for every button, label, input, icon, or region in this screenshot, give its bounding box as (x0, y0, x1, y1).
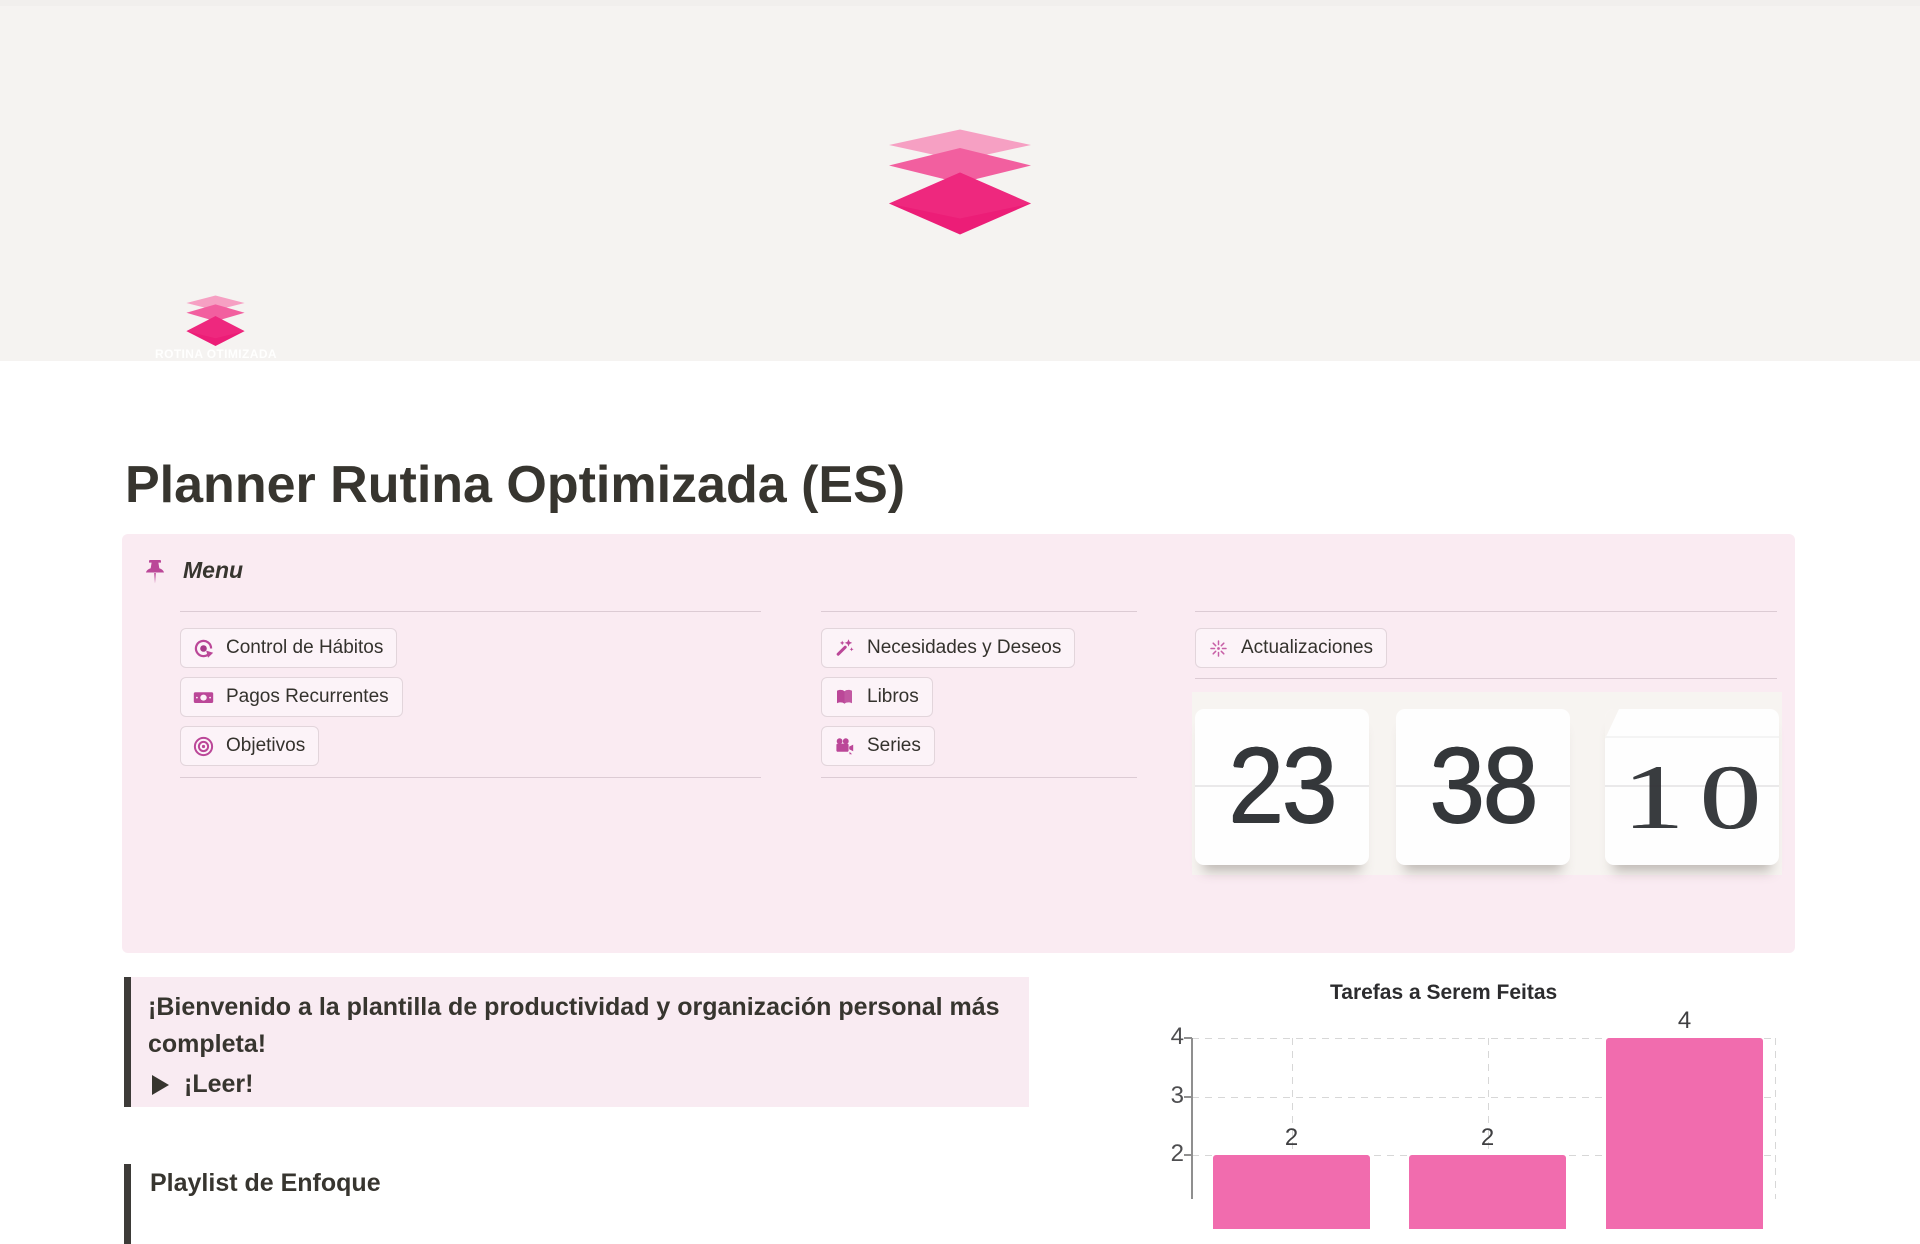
y-label-4: 4 (1170, 1023, 1184, 1050)
y-axis-line (1191, 1038, 1193, 1199)
y-label-3: 3 (1170, 1082, 1184, 1109)
clock-hours: 23 (1228, 723, 1338, 845)
bar-2-label: 2 (1480, 1124, 1495, 1152)
button-label: Necesidades y Deseos (867, 637, 1062, 658)
menu-column-2: Necesidades y Deseos Libros Series (821, 534, 1137, 953)
button-series[interactable]: Series (821, 726, 935, 766)
page-icon[interactable]: ROTINA OTIMIZADA (153, 250, 279, 376)
bar-3-label: 4 (1677, 1007, 1692, 1034)
sparkle-burst-icon (1210, 639, 1227, 657)
icon-caption: ROTINA OTIMIZADA (155, 347, 277, 361)
chart-title: Tarefas a Serem Feitas (1330, 981, 1558, 1004)
movie-camera-icon (836, 737, 854, 754)
button-label: Series (867, 735, 921, 756)
menu-callout: Menu Control de Hábitos Pagos Recurrente… (122, 534, 1795, 953)
y-tick-4 (1184, 1037, 1192, 1039)
button-actualizaciones[interactable]: Actualizaciones (1195, 628, 1388, 668)
welcome-quote: ¡Bienvenido a la plantilla de productivi… (124, 977, 1029, 1107)
button-libros[interactable]: Libros (821, 677, 933, 717)
gridline-y4 (1192, 1038, 1775, 1039)
gridline-y3 (1192, 1097, 1775, 1098)
menu-column-3: Actualizaciones 23 38 10 (1192, 534, 1782, 953)
welcome-text: ¡Bienvenido a la plantilla de productivi… (148, 993, 1000, 1058)
button-control-de-habitos[interactable]: Control de Hábitos (180, 628, 398, 668)
gridline-x2 (1488, 1038, 1489, 1199)
button-pagos-recurrentes[interactable]: Pagos Recurrentes (180, 677, 403, 717)
toggle-arrow-icon (152, 1074, 169, 1095)
button-label: Objetivos (226, 735, 306, 756)
flip-flap-edge (1605, 736, 1779, 738)
button-label: Pagos Recurrentes (226, 686, 389, 707)
menu-header: Menu (183, 557, 244, 583)
flip-split-line (1605, 785, 1779, 787)
clock-minutes: 38 (1429, 723, 1539, 845)
playlist-heading: Playlist de Enfoque (150, 1169, 381, 1197)
menu-column-1: Control de Hábitos Pagos Recurrentes Obj… (180, 534, 761, 953)
button-label: Actualizaciones (1241, 637, 1374, 658)
icon-tagline (171, 365, 261, 370)
button-label: Control de Hábitos (226, 637, 384, 658)
bar-2: 2 (1409, 1124, 1566, 1229)
divider (1195, 611, 1777, 612)
clock-seconds-card: 10 (1605, 709, 1779, 865)
gridline-x1 (1292, 1038, 1293, 1199)
button-label: Libros (867, 686, 919, 707)
gridline-right-edge (1775, 1038, 1776, 1199)
flip-split-line (1396, 785, 1570, 787)
stacked-layers-logo-small (186, 295, 245, 346)
flip-fold (1605, 709, 1619, 739)
y-label-2: 2 (1170, 1140, 1184, 1167)
playlist-quote: Playlist de Enfoque (124, 1164, 401, 1244)
cover-image (0, 0, 1920, 361)
stacked-layers-logo (889, 129, 1031, 235)
divider (180, 611, 761, 612)
divider (821, 611, 1137, 612)
button-necesidades-y-deseos[interactable]: Necesidades y Deseos (821, 628, 1076, 668)
bar-3: 4 (1606, 1007, 1763, 1229)
y-tick-2 (1184, 1154, 1192, 1156)
clock-minutes-card: 38 (1396, 709, 1570, 865)
button-objetivos[interactable]: Objetivos (180, 726, 320, 766)
page-title: Planner Rutina Optimizada (ES) (125, 456, 906, 514)
flip-clock-widget: 23 38 10 (1192, 692, 1782, 875)
tasks-bar-chart: Tarefas a Serem Feitas 4 3 2 2 2 4 (1136, 980, 1796, 1229)
toggle-label: ¡Leer! (184, 1070, 254, 1098)
bar-1-label: 2 (1284, 1124, 1299, 1152)
banknote-icon (193, 691, 214, 703)
cover-top-strip (0, 0, 1920, 6)
clock-seconds: 10 (1623, 745, 1777, 849)
clock-hours-card: 23 (1195, 709, 1369, 865)
divider (1195, 678, 1777, 679)
flip-split-line (1195, 785, 1369, 787)
target-icon (193, 736, 214, 756)
open-book-icon (837, 689, 852, 704)
habit-loop-icon (194, 639, 214, 658)
leer-toggle[interactable]: ¡Leer! (148, 1070, 253, 1099)
pushpin-icon (146, 560, 164, 584)
divider (180, 777, 761, 778)
y-tick-3 (1184, 1096, 1192, 1098)
divider (821, 777, 1137, 778)
magic-wand-icon (836, 638, 854, 656)
bar-1: 2 (1213, 1124, 1370, 1229)
